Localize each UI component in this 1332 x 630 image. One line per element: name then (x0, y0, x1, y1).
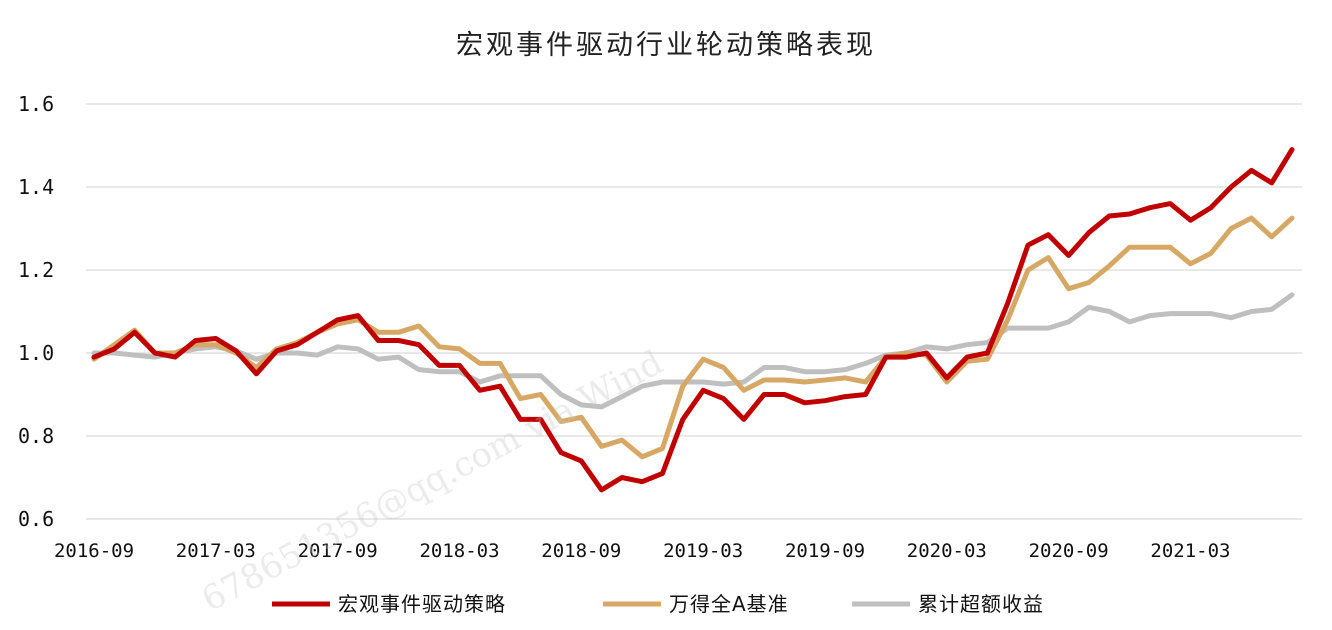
y-axis-tick-labels: 0.6 0.8 1.0 1.2 1.4 1.6 (18, 92, 54, 531)
series-line-2 (91, 292, 1295, 410)
legend: 宏观事件驱动策略 万得全A基准 累计超额收益 (272, 592, 1044, 616)
y-tick-label: 1.4 (18, 175, 54, 199)
x-tick-label: 2017-09 (298, 540, 378, 562)
y-tick-label: 0.6 (18, 507, 54, 531)
y-tick-label: 1.2 (18, 258, 54, 282)
y-tick-label: 0.8 (18, 424, 54, 448)
y-tick-label: 1.6 (18, 92, 54, 116)
x-tick-label: 2021-03 (1150, 540, 1230, 562)
x-tick-label: 2019-03 (663, 540, 743, 562)
x-tick-label: 2018-03 (419, 540, 499, 562)
legend-label-0: 宏观事件驱动策略 (338, 592, 506, 616)
gridlines (86, 103, 1302, 520)
legend-label-1: 万得全A基准 (669, 592, 789, 616)
x-tick-label: 2017-03 (176, 540, 256, 562)
x-tick-label: 2019-09 (785, 540, 865, 562)
x-tick-label: 2020-03 (907, 540, 987, 562)
x-tick-label: 2018-09 (541, 540, 621, 562)
series-line-0 (91, 147, 1295, 493)
chart-title: 宏观事件驱动行业轮动策略表现 (456, 30, 876, 61)
series-line-1 (91, 215, 1295, 460)
series-lines (91, 147, 1295, 493)
x-tick-label: 2020-09 (1029, 540, 1109, 562)
legend-label-2: 累计超额收益 (918, 592, 1044, 616)
y-tick-label: 1.0 (18, 341, 54, 365)
x-tick-label: 2016-09 (54, 540, 134, 562)
x-axis-tick-labels: 2016-09 2017-03 2017-09 2018-03 2018-09 2019-… (54, 540, 1231, 562)
